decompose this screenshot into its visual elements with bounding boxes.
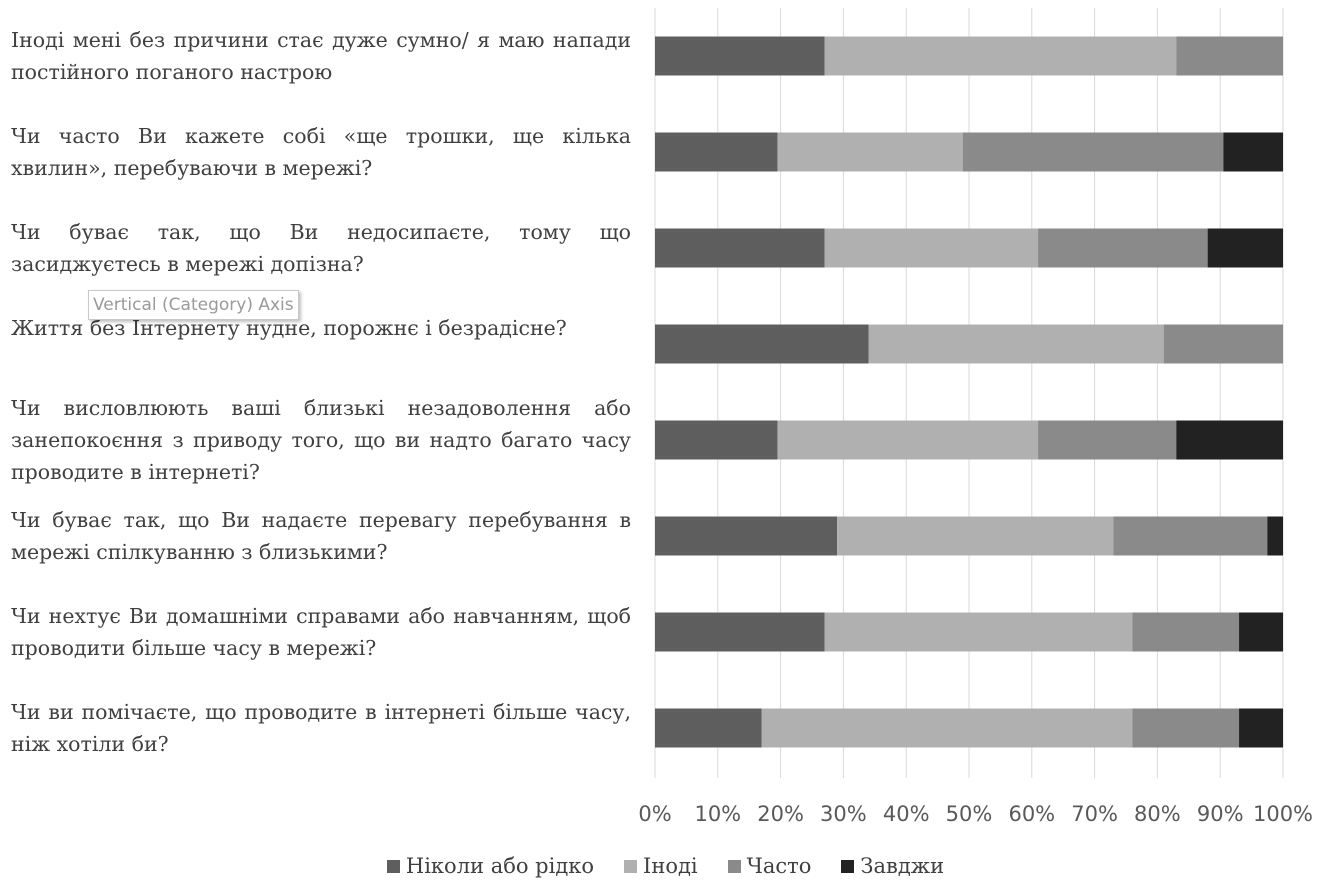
bar-segment xyxy=(824,612,1133,652)
legend: Ніколи або рідко Іноді Часто Завджи xyxy=(0,854,1331,878)
bar-segment xyxy=(1239,612,1283,652)
x-tick-label: 40% xyxy=(883,802,930,826)
legend-swatch xyxy=(624,859,638,873)
bar-segment xyxy=(655,324,869,364)
bar-segment xyxy=(1132,612,1240,652)
bar-segment xyxy=(655,516,838,556)
x-tick-label: 10% xyxy=(694,802,741,826)
x-tick-label: 20% xyxy=(757,802,804,826)
bar-segment xyxy=(1038,228,1208,268)
bar-segment xyxy=(777,132,963,172)
category-label: Чи часто Ви кажете собі «ще трошки, ще к… xyxy=(11,124,631,180)
x-tick-label: 30% xyxy=(820,802,867,826)
category-label: Чи висловлюють ваші близькі незадоволенн… xyxy=(11,396,631,484)
legend-item: Іноді xyxy=(624,854,698,878)
bar-segment xyxy=(655,420,778,460)
bar-segment xyxy=(1267,516,1283,556)
chart-element-tooltip: Vertical (Category) Axis xyxy=(88,290,299,320)
legend-swatch xyxy=(386,859,400,873)
legend-label: Часто xyxy=(746,854,812,878)
x-tick-label: 80% xyxy=(1134,802,1181,826)
bar-segment xyxy=(777,420,1039,460)
bar-segment xyxy=(1113,516,1268,556)
bar-segment xyxy=(655,228,825,268)
bar-segment xyxy=(655,36,825,76)
bars xyxy=(655,36,1283,748)
bar-segment xyxy=(655,708,762,748)
x-axis-ticks: 0% 10% 20% 30% 40% 50% 60% 70% 80% 90% 100% xyxy=(638,802,1313,826)
x-tick-label: 70% xyxy=(1071,802,1118,826)
bar-segment xyxy=(824,228,1039,268)
bar-segment xyxy=(655,612,825,652)
bar-segment xyxy=(1207,228,1283,268)
gridlines xyxy=(654,8,1284,778)
bar-segment xyxy=(837,516,1114,556)
bar-segment xyxy=(761,708,1133,748)
legend-item: Ніколи або рідко xyxy=(386,854,595,878)
legend-swatch xyxy=(727,859,741,873)
x-tick-label: 60% xyxy=(1008,802,1055,826)
bar-segment xyxy=(1223,132,1283,172)
category-label: Життя без Інтернету нудне, порожнє і без… xyxy=(11,316,567,340)
category-label: Чи буває так, що Ви недосипаєте, тому що… xyxy=(11,220,631,276)
bar-segment xyxy=(1176,420,1283,460)
legend-item: Завджи xyxy=(841,854,944,878)
legend-item: Часто xyxy=(727,854,812,878)
bar-segment xyxy=(655,132,778,172)
category-label: Чи нехтує Ви домашніми справами або навч… xyxy=(11,604,631,660)
x-tick-label: 50% xyxy=(946,802,993,826)
x-tick-label: 0% xyxy=(638,802,671,826)
bar-segment xyxy=(1132,708,1240,748)
category-label: Чи ви помічаєте, що проводите в інтернет… xyxy=(11,700,631,756)
bar-segment xyxy=(962,132,1224,172)
bar-segment xyxy=(1038,420,1177,460)
bar-segment xyxy=(1176,36,1283,76)
category-label: Іноді мені без причини стає дуже сумно/ … xyxy=(11,28,631,84)
legend-label: Ніколи або рідко xyxy=(405,854,595,878)
bar-segment xyxy=(1239,708,1283,748)
x-tick-label: 100% xyxy=(1253,802,1313,826)
category-label: Чи буває так, що Ви надаєте перевагу пер… xyxy=(11,508,631,564)
x-tick-label: 90% xyxy=(1197,802,1244,826)
bar-segment xyxy=(1163,324,1283,364)
legend-label: Іноді xyxy=(643,854,698,878)
legend-swatch xyxy=(841,859,855,873)
legend-label: Завджи xyxy=(860,854,945,878)
bar-segment xyxy=(868,324,1164,364)
bar-segment xyxy=(824,36,1177,76)
